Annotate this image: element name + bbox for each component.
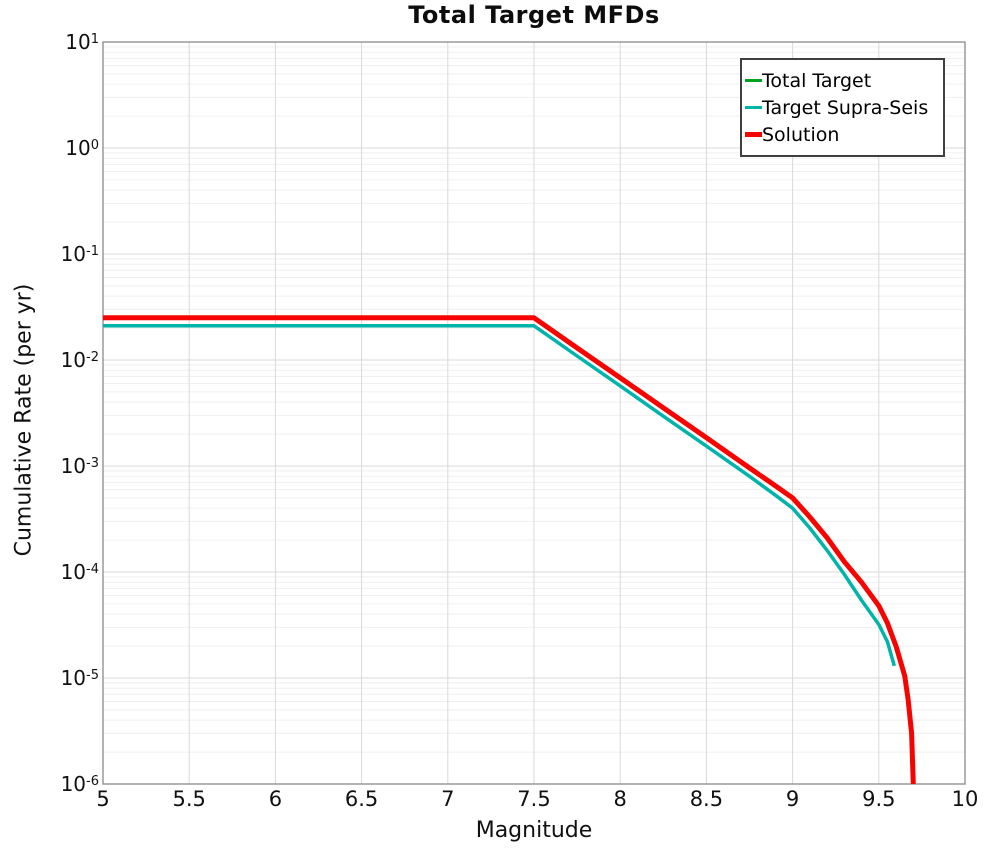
y-tick-label: 101 — [65, 30, 99, 54]
legend-item: Total Target — [745, 67, 941, 94]
y-tick-label: 10-1 — [60, 242, 99, 266]
x-tick-label: 5.5 — [172, 787, 206, 811]
y-axis-label: Cumulative Rate (per yr) — [11, 283, 37, 557]
x-tick-label: 7.5 — [517, 787, 551, 811]
legend-item: Target Supra-Seis — [745, 94, 941, 121]
series-line-total-target — [103, 316, 915, 785]
x-axis-label: Magnitude — [475, 818, 593, 843]
x-tick-label: 9.5 — [862, 787, 896, 811]
chart-title: Total Target MFDs — [408, 1, 660, 29]
plot-frame — [102, 41, 966, 785]
legend-item-label: Total Target — [762, 69, 872, 92]
legend-item: Solution — [745, 121, 941, 148]
x-tick-label: 6.5 — [344, 787, 379, 811]
y-tick-label: 10-5 — [60, 666, 99, 690]
x-tick-label: 8 — [613, 787, 627, 811]
series-line-solution — [103, 315, 916, 785]
x-tick-label: 6 — [268, 787, 283, 811]
legend-line-swatch-red — [745, 132, 762, 137]
legend-line-swatch-teal — [745, 106, 762, 109]
y-tick-label: 100 — [65, 136, 99, 160]
x-tick-label: 5 — [96, 787, 110, 811]
x-tick-label: 8.5 — [689, 787, 724, 811]
y-tick-label: 10-4 — [60, 560, 99, 584]
y-tick-label: 10-3 — [60, 454, 99, 478]
x-tick-label: 9 — [785, 787, 800, 811]
legend-item-label: Solution — [762, 123, 840, 146]
y-tick-label: 10-2 — [60, 348, 99, 372]
legend-line-swatch-green — [745, 79, 762, 82]
legend: Total Target Target Supra-Seis Solution — [740, 58, 945, 157]
y-tick-label: 10-6 — [60, 772, 99, 796]
series-line-target-supra-seis — [103, 324, 896, 667]
x-tick-label: 10 — [951, 787, 979, 811]
x-tick-label: 7 — [441, 787, 455, 811]
legend-item-label: Target Supra-Seis — [762, 96, 929, 119]
